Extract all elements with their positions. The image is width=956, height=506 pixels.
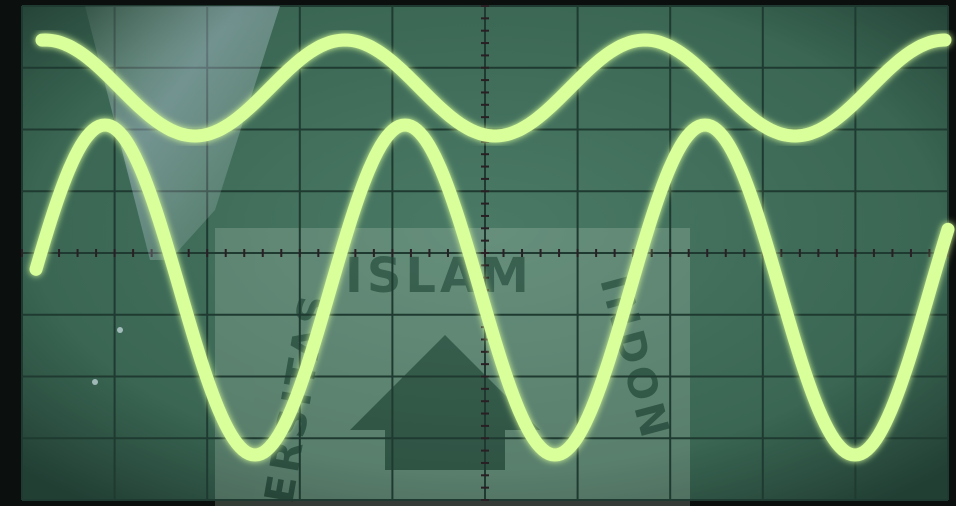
watermark-emblem <box>350 335 540 470</box>
watermark: ISLAM ERSITAS INDON <box>215 228 690 506</box>
reflection-dot <box>92 379 98 385</box>
lower-trace <box>29 118 955 462</box>
watermark-text-top: ISLAM <box>345 248 533 304</box>
reflection-dot <box>117 327 123 333</box>
upper-trace <box>35 33 952 143</box>
